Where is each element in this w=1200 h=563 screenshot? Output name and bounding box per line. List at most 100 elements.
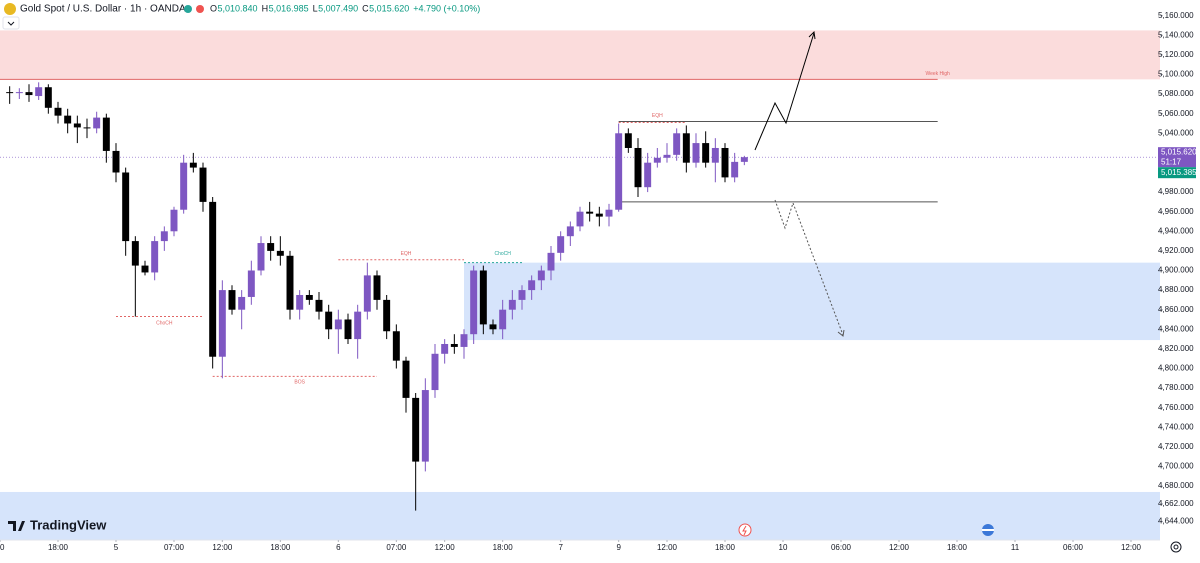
levels [0, 78, 1160, 377]
ohlc-key: L [313, 3, 318, 13]
y-tick-label: 5,100.000 [1158, 70, 1194, 79]
annotation-label: EQH [652, 113, 663, 119]
x-tick-label: 18:00 [48, 543, 69, 552]
ohlc-header: O 5,010.840 H 5,016.985 L 5,007.490 C 5,015.620… [210, 3, 480, 13]
candle-body [257, 243, 265, 271]
candle-body [586, 211, 594, 214]
x-tick-label: 06:00 [1063, 543, 1084, 552]
annotation-label: BOS [294, 380, 305, 386]
x-tick-label: 00 [0, 543, 5, 552]
y-tick-label: 5,160.000 [1158, 11, 1194, 20]
candle-body [199, 167, 207, 202]
x-tick-label: 06:00 [831, 543, 852, 552]
candle-body [624, 133, 632, 148]
arrow-head [808, 30, 816, 40]
candle-body [122, 172, 130, 242]
candle-body [528, 280, 536, 291]
bid-tag-label: 5,015.385 [1161, 168, 1197, 177]
candle-body [344, 319, 352, 340]
chevron [7, 21, 15, 26]
zone [0, 30, 1160, 80]
ohlc-change: +4.790 (+0.10%) [413, 3, 480, 13]
candle-body [702, 143, 710, 163]
candle-body [83, 127, 91, 129]
collapse-button[interactable] [2, 16, 20, 30]
price-axis [1160, 0, 1200, 563]
candle-body [644, 162, 652, 188]
x-tick-label: 07:00 [164, 543, 185, 552]
x-tick-label: 12:00 [889, 543, 910, 552]
candle-body [35, 87, 43, 97]
candle-body [566, 226, 574, 237]
candle-body [557, 236, 565, 253]
ohlc-key: O [210, 3, 217, 13]
y-tick-label: 4,880.000 [1158, 285, 1194, 294]
brand-name: TradingView [30, 517, 107, 532]
candle-body [711, 147, 719, 163]
candle-body [412, 397, 420, 462]
time-axis [0, 540, 1200, 563]
ohlc-key: C [362, 3, 369, 13]
candle-body [305, 294, 313, 300]
y-tick-label: 4,920.000 [1158, 246, 1194, 255]
candle-body [160, 231, 168, 242]
candle-body [634, 147, 642, 188]
y-tick-label: 5,040.000 [1158, 128, 1194, 137]
y-tick-label: 5,060.000 [1158, 109, 1194, 118]
flag-stripe [982, 529, 994, 531]
bullish-projection [754, 32, 815, 151]
zone [0, 491, 1160, 540]
x-tick-label: 6 [336, 543, 341, 552]
annotation-label: ChoCH [494, 251, 511, 257]
y-tick-label: 4,960.000 [1158, 207, 1194, 216]
candle-body [267, 243, 275, 251]
candle-body [537, 270, 545, 281]
x-tick-label: 18:00 [493, 543, 514, 552]
annotations: Week High EQH EQH ChoCH ChoCH BOS [156, 71, 950, 386]
candle-body [673, 133, 681, 155]
candle-body [663, 154, 671, 158]
candle-body [180, 162, 188, 210]
candle-body [373, 275, 381, 300]
candle-body [44, 87, 52, 108]
price-tag-label: 5,015.620 [1161, 147, 1197, 156]
x-tick-label: 18:00 [715, 543, 736, 552]
y-tick-label: 4,980.000 [1158, 187, 1194, 196]
y-tick-label: 4,860.000 [1158, 305, 1194, 314]
candle-body [595, 213, 603, 217]
candle-body [325, 311, 333, 330]
candle-body [721, 147, 729, 178]
candle-body [392, 331, 400, 361]
event-bolt [742, 525, 747, 536]
y-axis: 5,160.000 5,140.000 5,120.000 5,100.000 5,08… [1158, 11, 1197, 525]
y-tick-label: 4,780.000 [1158, 383, 1194, 392]
candle-body [218, 290, 226, 357]
candle-body [276, 250, 284, 256]
candle-body [286, 255, 294, 310]
x-tick-label: 18:00 [947, 543, 968, 552]
y-tick-label: 4,820.000 [1158, 344, 1194, 353]
candle-body [576, 211, 584, 227]
x-axis: 00 18:00 5 07:00 12:00 18:00 6 07:00 12:00 18:00 7… [0, 540, 1142, 552]
candle-body [238, 296, 246, 310]
candle-body [228, 290, 236, 310]
candle-body [112, 150, 120, 173]
annotation-label: EQH [401, 251, 412, 257]
candle-body [6, 92, 14, 94]
settings-icon[interactable] [1170, 541, 1182, 553]
y-tick-label: 4,740.000 [1158, 422, 1194, 431]
candle-body [247, 270, 255, 297]
symbol-icon [4, 3, 16, 15]
candle-body [489, 324, 497, 330]
x-tick-label: 12:00 [657, 543, 678, 552]
candle-body [315, 299, 323, 312]
y-tick-label: 5,080.000 [1158, 89, 1194, 98]
candle-body [547, 252, 555, 271]
event-icon[interactable] [738, 523, 752, 537]
candle-body [508, 299, 516, 310]
candle-body [25, 92, 33, 96]
y-tick-label: 4,644.000 [1158, 516, 1194, 525]
price-tag [1158, 147, 1196, 168]
y-tick-label: 4,760.000 [1158, 403, 1194, 412]
candle-body [605, 209, 613, 217]
